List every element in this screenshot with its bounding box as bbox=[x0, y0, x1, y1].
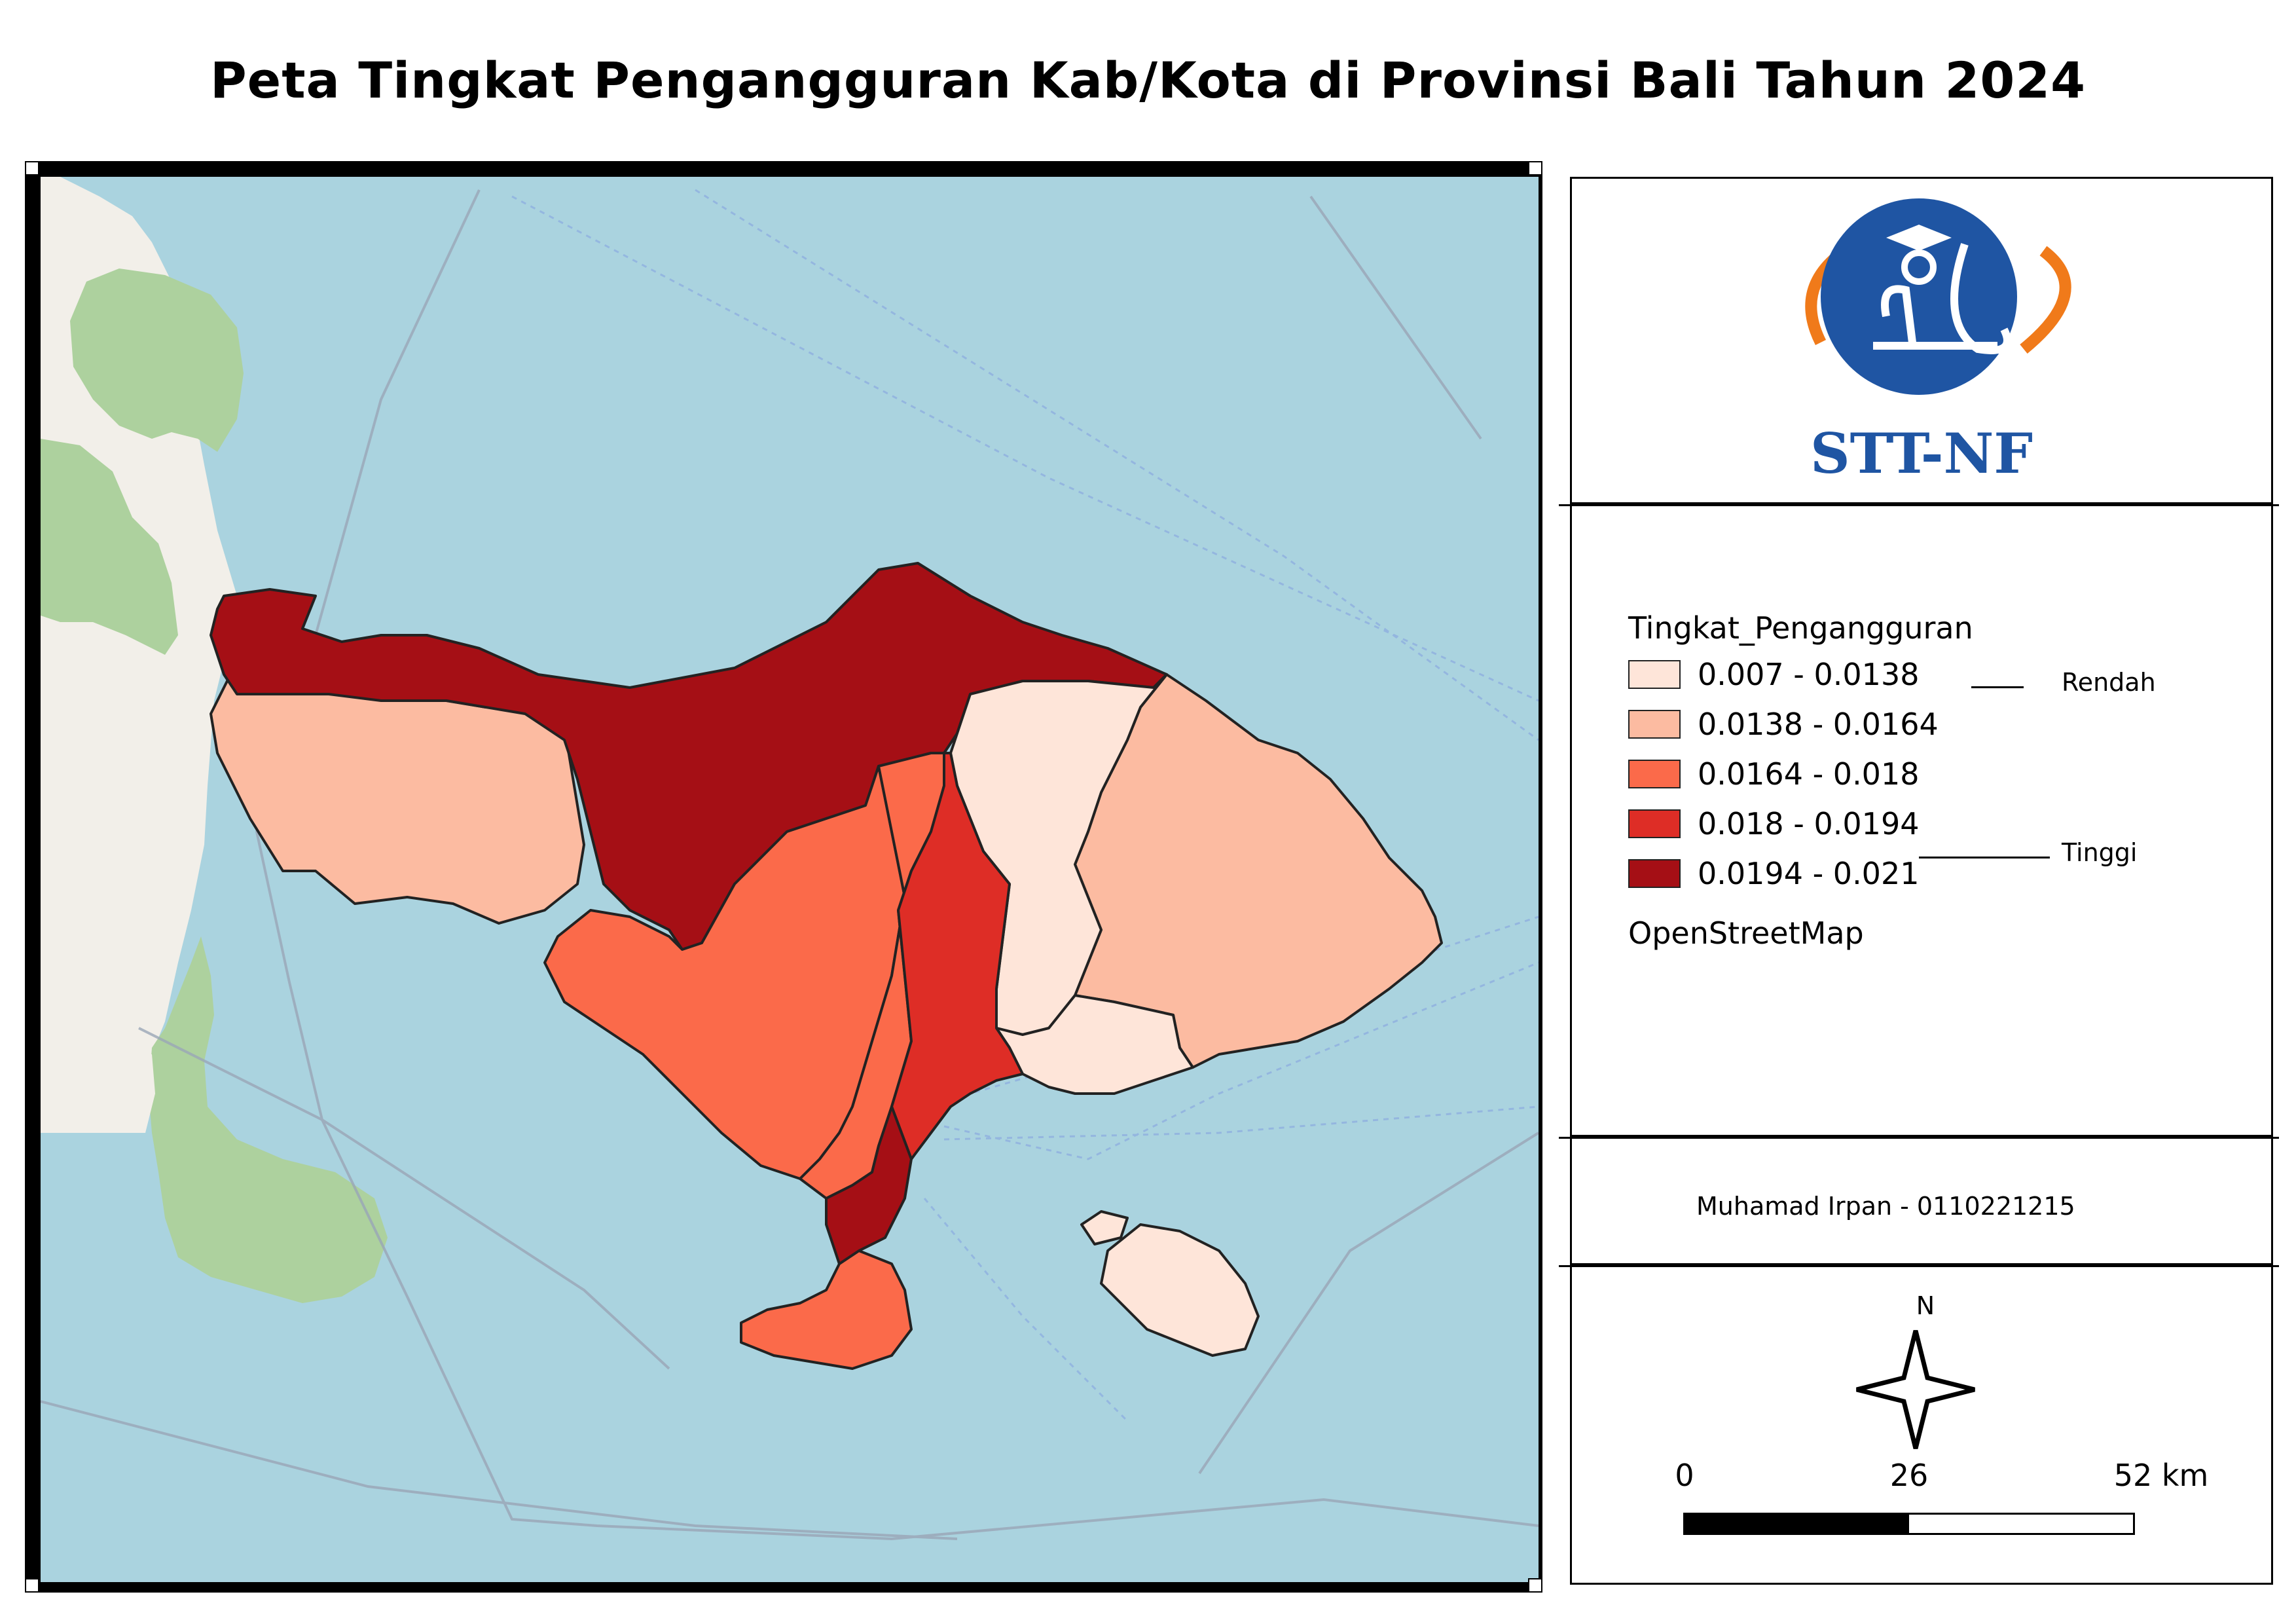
legend-item: 0.018 - 0.0194 bbox=[1628, 804, 1920, 843]
scale-label-0: 0 bbox=[1675, 1458, 1694, 1493]
navigation-panel: N 0 26 52 km bbox=[1559, 1265, 2279, 1585]
legend-item: 0.0194 - 0.021 bbox=[1628, 854, 1920, 893]
author-top-divider bbox=[1559, 1137, 2279, 1139]
legend-source: OpenStreetMap bbox=[1628, 915, 1864, 951]
frame-corner-tl bbox=[25, 161, 39, 175]
author-label: Muhamad Irpan - 0110221215 bbox=[1696, 1192, 2075, 1221]
region-buleleng bbox=[210, 562, 1168, 951]
region-klungkung bbox=[995, 994, 1194, 1095]
logo-icon bbox=[1805, 198, 2071, 395]
sea-boundaries bbox=[41, 189, 1539, 1541]
map-title: Peta Tingkat Pengangguran Kab/Kota di Pr… bbox=[210, 51, 2086, 109]
java-peninsula bbox=[149, 936, 388, 1303]
legend-item: 0.007 - 0.0138 bbox=[1628, 655, 1920, 694]
scale-label-1: 26 bbox=[1889, 1458, 1929, 1493]
legend-high-label: Tinggi bbox=[2062, 838, 2138, 867]
legend-item: 0.0138 - 0.0164 bbox=[1628, 705, 1939, 744]
java-forest-mid bbox=[41, 439, 178, 655]
region-nusa-lembongan bbox=[1080, 1210, 1129, 1246]
java-coast-strip bbox=[41, 1054, 155, 1133]
legend-swatch bbox=[1628, 809, 1681, 838]
logo-panel: STT-NF bbox=[1570, 177, 2273, 504]
map-canvas[interactable] bbox=[41, 177, 1539, 1582]
frame-corner-br bbox=[1528, 1578, 1542, 1593]
map-svg bbox=[41, 177, 1539, 1541]
legend-low-label: Rendah bbox=[2062, 668, 2156, 697]
scale-label-2: 52 km bbox=[2113, 1458, 2209, 1493]
region-denpasar bbox=[825, 1105, 913, 1265]
legend-title: Tingkat_Pengangguran bbox=[1628, 610, 1973, 646]
nav-top-divider bbox=[1559, 1265, 2279, 1267]
bali-regions bbox=[210, 562, 1443, 1370]
region-nusa-penida bbox=[1100, 1223, 1260, 1357]
legend-label: 0.018 - 0.0194 bbox=[1698, 806, 1920, 841]
compass-star-icon bbox=[1856, 1330, 1975, 1449]
legend-swatch bbox=[1628, 859, 1681, 888]
legend-swatch bbox=[1628, 660, 1681, 689]
legend-label: 0.0194 - 0.021 bbox=[1698, 856, 1920, 891]
author-panel: Muhamad Irpan - 0110221215 bbox=[1559, 1137, 2279, 1265]
legend-panel: Tingkat_Pengangguran 0.007 - 0.0138 0.01… bbox=[1559, 504, 2279, 1137]
legend-swatch bbox=[1628, 710, 1681, 739]
scale-bar-fill bbox=[1685, 1515, 1909, 1533]
legend-label: 0.0138 - 0.0164 bbox=[1698, 707, 1939, 742]
high-indicator-line bbox=[1919, 857, 2050, 858]
java-forest-north bbox=[70, 268, 244, 452]
low-indicator-line bbox=[1971, 686, 2024, 688]
frame-corner-tr bbox=[1528, 161, 1542, 175]
legend-top-divider bbox=[1559, 504, 2279, 506]
legend-label: 0.007 - 0.0138 bbox=[1698, 657, 1920, 692]
map-frame bbox=[25, 161, 1542, 1593]
frame-corner-bl bbox=[25, 1578, 39, 1593]
region-gianyar bbox=[890, 752, 1024, 1160]
scale-bar bbox=[1683, 1513, 2135, 1535]
north-label: N bbox=[1916, 1291, 1935, 1320]
legend-swatch bbox=[1628, 760, 1681, 788]
legend-label: 0.0164 - 0.018 bbox=[1698, 756, 1920, 792]
region-badung-south bbox=[740, 1249, 913, 1370]
legend-item: 0.0164 - 0.018 bbox=[1628, 754, 1920, 794]
logo-text: STT-NF bbox=[1810, 421, 2033, 486]
